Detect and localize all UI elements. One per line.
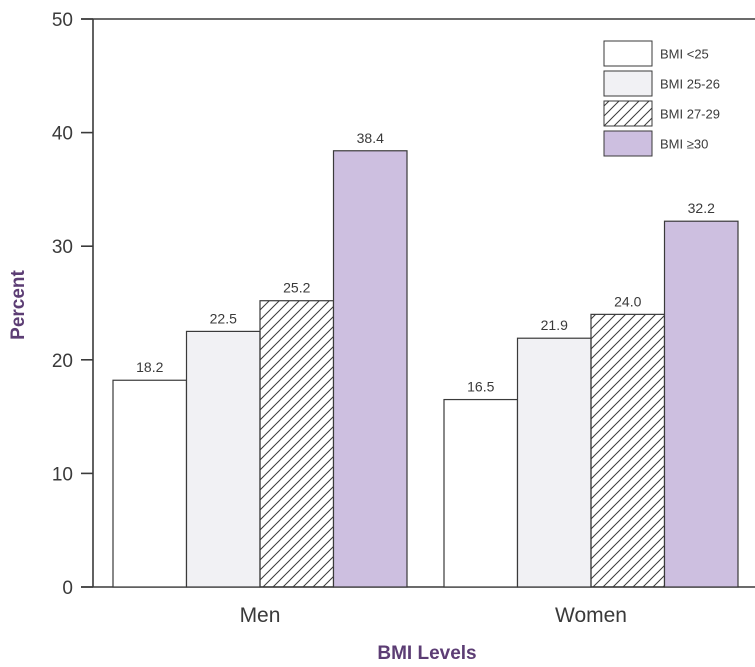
legend: BMI <25 BMI 25-26 BMI 27-29 BMI ≥30 xyxy=(603,40,720,157)
data-label: 18.2 xyxy=(136,359,163,375)
legend-label: BMI 27-29 xyxy=(660,107,720,122)
legend-swatch xyxy=(603,100,653,127)
legend-label: BMI 25-26 xyxy=(660,77,720,92)
bar xyxy=(112,379,188,588)
bar xyxy=(590,313,666,588)
bar xyxy=(516,337,592,588)
legend-swatch xyxy=(603,70,653,97)
data-label: 16.5 xyxy=(467,379,494,395)
data-label: 38.4 xyxy=(357,130,384,146)
data-label: 21.9 xyxy=(541,317,568,333)
data-label: 25.2 xyxy=(283,280,310,296)
bar xyxy=(185,330,261,588)
y-axis-title: Percent xyxy=(8,269,29,339)
x-category-label: Men xyxy=(240,604,281,627)
y-tick-label: 10 xyxy=(52,464,73,485)
data-label: 24.0 xyxy=(614,293,641,309)
bar xyxy=(259,300,335,588)
bar xyxy=(663,220,739,588)
legend-label: BMI <25 xyxy=(660,47,709,62)
bar xyxy=(443,398,519,588)
bars: 18.2 22.5 25.2 38.4 Men 16.5 21.9 24.0 32.2 Women xyxy=(112,130,739,627)
x-category-label: Women xyxy=(555,604,627,627)
y-tick-label: 40 xyxy=(52,124,73,145)
data-label: 22.5 xyxy=(210,310,237,326)
y-tick-label: 30 xyxy=(52,237,73,258)
y-tick-label: 0 xyxy=(62,578,73,599)
bar xyxy=(332,150,408,588)
data-label: 32.2 xyxy=(688,200,715,216)
x-axis-title: BMI Levels xyxy=(377,643,476,664)
legend-swatch xyxy=(603,40,653,67)
y-tick-label: 50 xyxy=(52,10,73,31)
legend-swatch xyxy=(603,130,653,157)
legend-label: BMI ≥30 xyxy=(660,137,708,152)
y-tick-label: 20 xyxy=(52,351,73,372)
